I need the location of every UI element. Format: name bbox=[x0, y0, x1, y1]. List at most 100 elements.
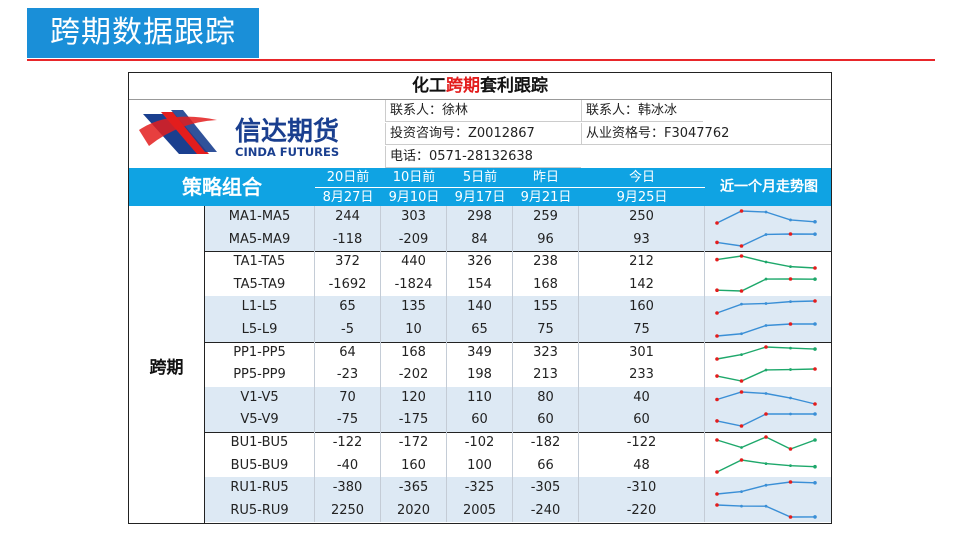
spread-value: 168 bbox=[381, 341, 447, 365]
spread-value: -240 bbox=[513, 499, 579, 523]
spread-value: 349 bbox=[447, 341, 513, 365]
spread-value: -220 bbox=[579, 499, 705, 523]
sparkline-point bbox=[764, 260, 768, 264]
strategy-name: TA5-TA9 bbox=[205, 273, 315, 297]
spread-value: 93 bbox=[579, 228, 705, 252]
spread-value: 198 bbox=[447, 364, 513, 387]
sparkline-point bbox=[739, 457, 744, 462]
sparkline-point bbox=[764, 461, 768, 465]
sparkline-point bbox=[764, 435, 768, 439]
strategy-name: RU5-RU9 bbox=[205, 499, 315, 523]
sparkline-point bbox=[715, 438, 719, 442]
strategy-name: TA1-TA5 bbox=[205, 251, 315, 274]
table-row: RU5-RU9 2250 2020 2005 -240 -220 bbox=[205, 499, 831, 523]
spread-value: -182 bbox=[513, 432, 579, 455]
sparkline-point bbox=[715, 257, 719, 262]
spread-value: 66 bbox=[513, 454, 579, 478]
sparkline-point bbox=[740, 303, 743, 306]
sparkline-point bbox=[764, 391, 768, 395]
sparkline-line bbox=[716, 278, 816, 292]
trend-sparkline bbox=[715, 412, 817, 429]
sparkline-point bbox=[715, 419, 719, 424]
spread-value: -122 bbox=[579, 432, 705, 455]
sparkline-point bbox=[764, 504, 768, 508]
spread-value: 440 bbox=[381, 251, 447, 274]
sparkline-point bbox=[715, 311, 719, 316]
spread-value: -380 bbox=[315, 477, 381, 500]
strategy-name: MA5-MA9 bbox=[205, 228, 315, 252]
trend-sparkline bbox=[715, 322, 817, 338]
spread-value: -118 bbox=[315, 228, 381, 252]
spread-value: 155 bbox=[513, 296, 579, 319]
sparkline-point bbox=[789, 412, 792, 416]
table-row: PP5-PP9 -23 -202 198 213 233 bbox=[205, 364, 831, 388]
sparkline-line bbox=[716, 481, 816, 495]
sparkline-point bbox=[813, 514, 817, 519]
sparkline-point bbox=[813, 401, 817, 406]
sparkline-point bbox=[813, 464, 817, 469]
sparkline-point bbox=[715, 221, 719, 225]
spread-value: -5 bbox=[315, 319, 381, 342]
trend-sparkline bbox=[715, 299, 817, 316]
spread-value: 259 bbox=[513, 206, 579, 229]
spread-value: 65 bbox=[447, 319, 513, 342]
phone: 电话：0571-28132638 bbox=[385, 146, 581, 168]
sparkline-point bbox=[813, 412, 817, 417]
group-column: 跨期 bbox=[129, 206, 205, 523]
trend-header: 近一个月走势图 bbox=[720, 179, 818, 195]
spread-value: 110 bbox=[447, 386, 513, 410]
table-row: MA1-MA5 244 303 298 259 250 bbox=[205, 206, 831, 229]
group-label: 跨期 bbox=[149, 358, 184, 378]
sparkline-point bbox=[715, 288, 719, 292]
sparkline-point bbox=[789, 218, 792, 222]
trend-sparkline bbox=[715, 254, 817, 270]
sparkline-line bbox=[716, 458, 816, 473]
trend-sparkline bbox=[715, 344, 817, 361]
spread-value: -310 bbox=[579, 477, 705, 500]
spread-value: 213 bbox=[513, 364, 579, 387]
sparkline-point bbox=[764, 277, 768, 281]
spread-value: 372 bbox=[315, 251, 381, 274]
spread-value: 10 bbox=[381, 319, 447, 342]
sparkline-point bbox=[715, 356, 719, 361]
col-header-today: 今日 9月25日 bbox=[579, 168, 705, 206]
col-header-yesterday-top: 昨日 bbox=[532, 170, 559, 185]
spread-tracking-sheet: 化工跨期套利跟踪 信达期货 CINDA FUTURES 联系人：徐林 联系人：韩… bbox=[128, 72, 832, 524]
sparkline-point bbox=[740, 490, 743, 494]
sparkline-point bbox=[715, 502, 719, 507]
sheet-title-suffix: 套利跟踪 bbox=[480, 76, 548, 96]
trend-sparkline bbox=[715, 502, 817, 519]
table-row: TA5-TA9 -1692 -1824 154 168 142 bbox=[205, 273, 831, 298]
spread-value: 40 bbox=[579, 386, 705, 410]
spread-value: 298 bbox=[447, 206, 513, 229]
spread-value: 84 bbox=[447, 228, 513, 252]
sparkline-point bbox=[789, 265, 792, 269]
strategy-name: V5-V9 bbox=[205, 409, 315, 432]
trend-sparkline bbox=[715, 367, 817, 383]
strategy-name: L5-L9 bbox=[205, 319, 315, 342]
strategy-name: MA1-MA5 bbox=[205, 206, 315, 229]
sparkline-point bbox=[813, 481, 817, 485]
sheet-title-highlight: 跨期 bbox=[446, 76, 480, 96]
strategy-name: BU1-BU5 bbox=[205, 432, 315, 455]
trend-sparkline bbox=[715, 435, 817, 451]
spread-value: 135 bbox=[381, 296, 447, 319]
sparkline-point bbox=[740, 504, 743, 508]
sparkline-point bbox=[788, 231, 793, 236]
sparkline-point bbox=[764, 344, 768, 349]
sparkline-point bbox=[715, 240, 719, 244]
col-header-10d-date: 9月10日 bbox=[381, 187, 447, 206]
spread-value: -325 bbox=[447, 477, 513, 500]
spread-value: -209 bbox=[381, 228, 447, 252]
col-header-yesterday: 昨日 9月21日 bbox=[513, 168, 579, 206]
sparkline-point bbox=[715, 334, 719, 338]
col-header-today-date: 9月25日 bbox=[579, 187, 705, 206]
strategy-name: PP5-PP9 bbox=[205, 364, 315, 387]
title-divider bbox=[27, 59, 935, 61]
sparkline-point bbox=[813, 231, 817, 236]
sparkline-point bbox=[764, 412, 768, 417]
col-header-yesterday-date: 9月21日 bbox=[513, 187, 579, 206]
spread-value: 168 bbox=[513, 273, 579, 297]
spread-value: -175 bbox=[381, 409, 447, 432]
table-row: V5-V9 -75 -175 60 60 60 bbox=[205, 409, 831, 433]
